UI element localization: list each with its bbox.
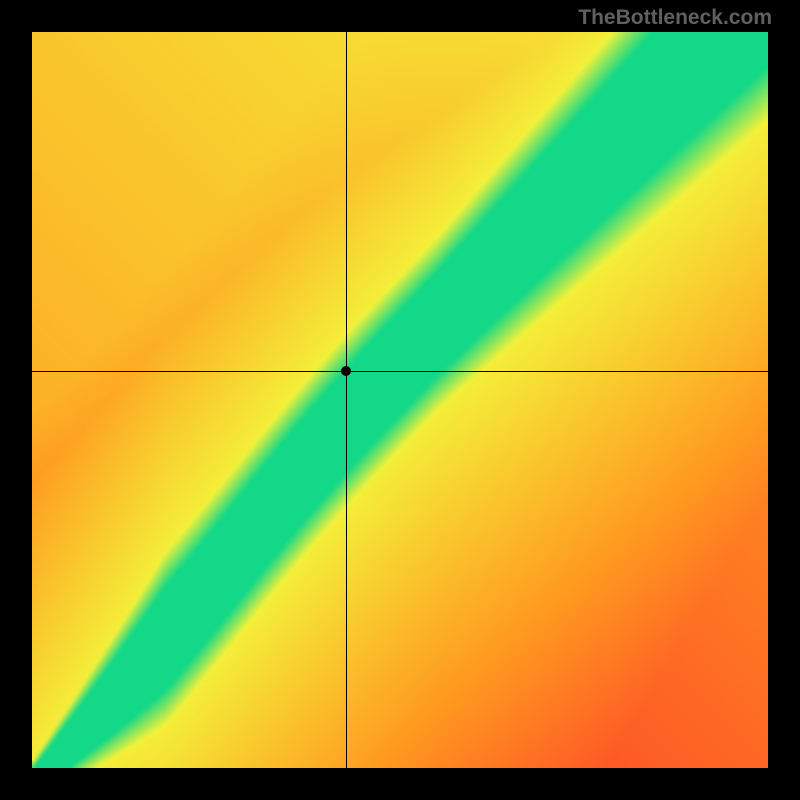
marker-point <box>341 366 351 376</box>
heatmap-canvas <box>32 32 768 768</box>
crosshair-vertical <box>346 32 347 768</box>
plot-area <box>32 32 768 768</box>
crosshair-horizontal <box>32 371 768 372</box>
watermark-text: TheBottleneck.com <box>578 6 772 30</box>
